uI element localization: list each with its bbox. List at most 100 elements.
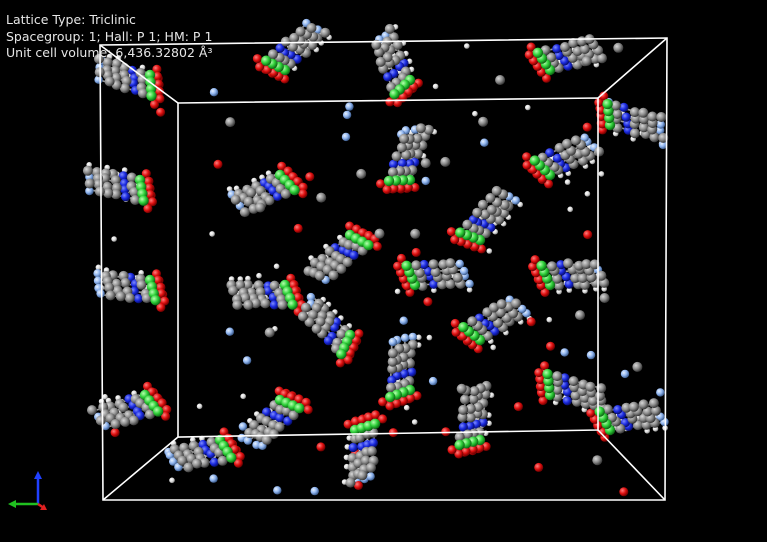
atom [126,172,137,183]
atom [577,273,588,283]
atom [426,334,433,341]
atom [466,287,473,293]
atom [620,369,630,379]
atom [261,434,272,445]
atom [564,179,571,185]
atom [84,178,95,189]
atom [410,183,420,192]
atom [529,155,540,166]
atom [545,148,555,158]
atom [363,239,374,251]
atom [658,140,668,150]
atom [300,302,311,313]
atom [145,190,155,199]
atom [430,267,441,278]
atom [335,358,345,368]
atom [454,439,465,451]
atom [304,317,315,328]
atom [225,327,234,336]
atom [511,196,520,205]
atom [478,116,489,127]
atom [118,171,128,181]
atom [384,23,395,34]
atom [621,112,631,122]
atom [94,186,105,197]
crystal-structure [82,18,669,497]
atom [472,110,478,117]
atom [146,90,157,102]
atom [566,287,573,293]
atom [407,367,417,377]
atom [110,175,121,186]
atom [651,405,661,416]
atom [301,397,311,407]
atom [260,298,271,309]
atom [389,89,400,100]
atom [429,279,439,289]
atom [431,287,437,294]
atom [336,348,347,360]
atom [136,279,147,290]
atom [387,348,398,359]
atom [584,191,591,197]
atom [295,26,306,37]
atom [375,56,386,67]
atom [401,149,412,160]
atom [256,272,262,279]
atom [423,266,433,277]
atom [357,470,368,481]
atom [393,261,403,271]
atom [148,197,157,207]
atom [294,394,304,404]
atom [94,53,104,64]
atom [392,398,402,408]
atom [345,102,354,111]
atom [95,264,102,271]
atom [153,71,162,81]
atom [293,223,303,233]
atom [414,267,425,278]
atom [144,183,154,193]
atom [612,109,623,119]
atom [102,394,108,400]
atom [242,356,252,365]
atom [336,329,347,340]
atom [213,159,223,169]
atom [399,369,409,379]
atom [446,227,456,237]
atom [183,462,194,473]
atom [138,195,149,206]
atom [314,270,325,281]
atom [252,54,262,64]
atom [323,336,333,346]
atom [96,289,105,298]
atom [534,462,544,472]
atom [546,341,555,351]
atom [586,408,596,418]
atom [150,99,159,109]
atom [121,192,131,202]
atom [535,275,544,285]
atom [602,98,613,110]
atom [104,282,115,293]
atom [115,291,126,302]
atom [137,88,148,99]
atom [396,142,407,153]
atom [275,413,285,423]
atom [388,337,397,347]
atom [246,187,257,198]
atom [293,292,303,302]
atom [328,270,339,281]
atom [465,421,475,431]
atom [150,295,161,306]
atom [345,477,356,488]
atom [629,107,640,118]
atom [532,47,544,58]
atom [240,393,246,400]
atom [104,76,115,87]
atom [486,248,493,254]
atom [560,42,570,52]
atom [648,398,659,409]
atom [596,270,607,281]
